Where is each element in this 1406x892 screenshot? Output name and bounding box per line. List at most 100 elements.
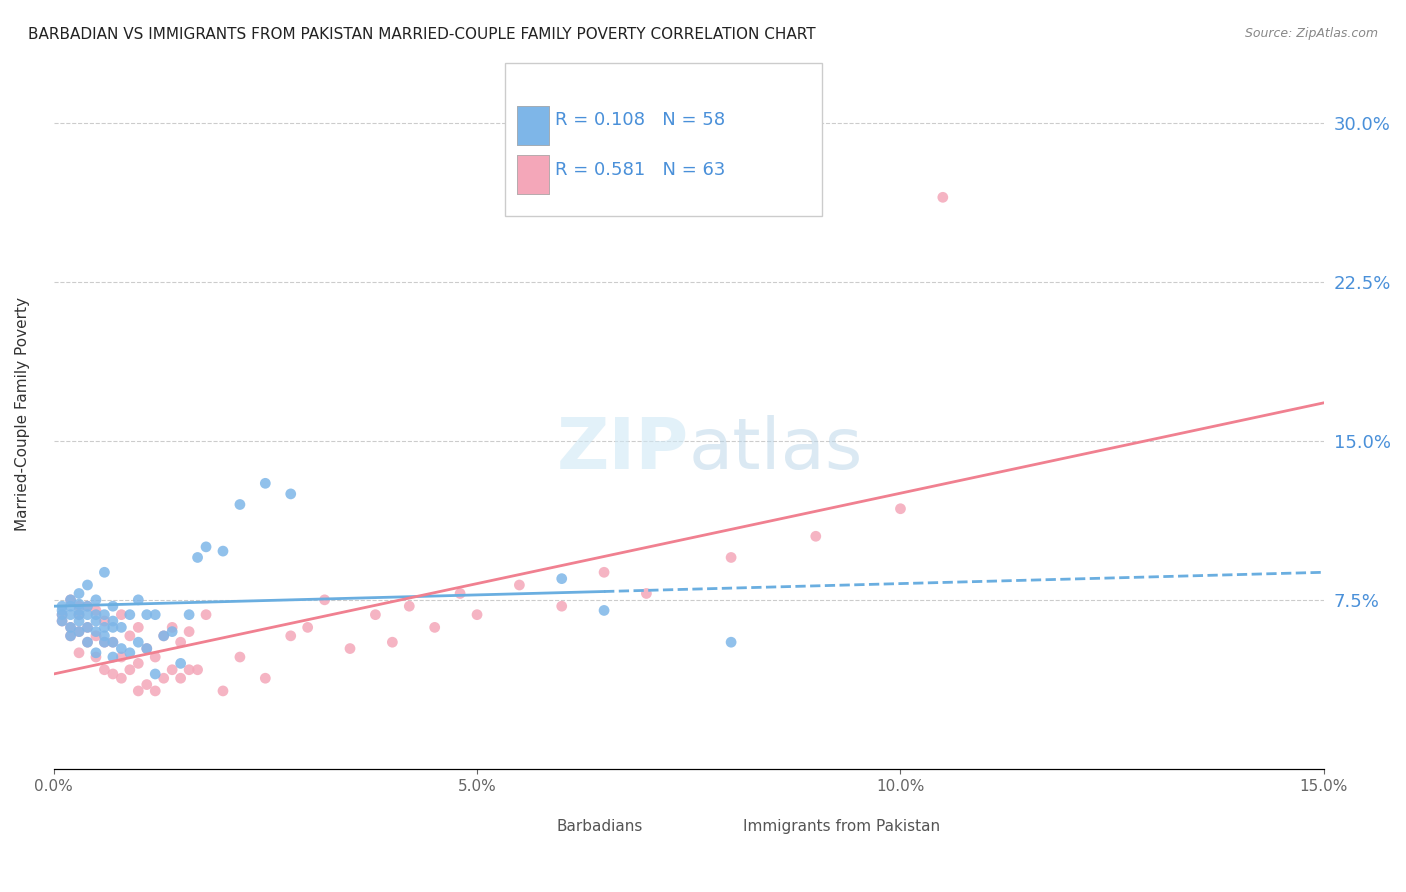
- Point: [932, 190, 955, 204]
- Point: [152, 671, 174, 685]
- Point: [84, 592, 107, 607]
- Point: [93, 566, 115, 580]
- Point: [720, 550, 742, 565]
- Text: Source: ZipAtlas.com: Source: ZipAtlas.com: [1244, 27, 1378, 40]
- Point: [229, 650, 252, 665]
- Point: [93, 635, 115, 649]
- Point: [110, 641, 132, 656]
- Point: [152, 629, 174, 643]
- Point: [76, 635, 98, 649]
- Point: [297, 620, 319, 634]
- Point: [76, 620, 98, 634]
- Point: [160, 663, 183, 677]
- Point: [76, 635, 98, 649]
- Point: [169, 671, 191, 685]
- Text: BARBADIAN VS IMMIGRANTS FROM PAKISTAN MARRIED-COUPLE FAMILY POVERTY CORRELATION : BARBADIAN VS IMMIGRANTS FROM PAKISTAN MA…: [28, 27, 815, 42]
- Point: [76, 578, 98, 592]
- Point: [143, 650, 166, 665]
- Y-axis label: Married-Couple Family Poverty: Married-Couple Family Poverty: [15, 297, 30, 532]
- Point: [67, 599, 90, 614]
- Text: atlas: atlas: [689, 416, 863, 484]
- Point: [67, 597, 90, 611]
- Point: [195, 540, 218, 554]
- Point: [67, 624, 90, 639]
- Point: [314, 592, 336, 607]
- Point: [127, 620, 149, 634]
- Point: [76, 620, 98, 634]
- Point: [135, 641, 157, 656]
- Point: [84, 629, 107, 643]
- Point: [187, 663, 209, 677]
- Point: [59, 620, 82, 634]
- FancyBboxPatch shape: [517, 155, 548, 194]
- Point: [212, 684, 235, 698]
- Point: [67, 607, 90, 622]
- Point: [67, 586, 90, 600]
- Point: [187, 550, 209, 565]
- Point: [93, 663, 115, 677]
- Text: Immigrants from Pakistan: Immigrants from Pakistan: [742, 819, 939, 834]
- Point: [59, 599, 82, 614]
- Text: R = 0.108   N = 58: R = 0.108 N = 58: [555, 111, 725, 129]
- Point: [449, 586, 471, 600]
- Point: [101, 667, 124, 681]
- Point: [169, 657, 191, 671]
- Point: [254, 476, 277, 491]
- Point: [127, 635, 149, 649]
- Point: [127, 684, 149, 698]
- Point: [110, 607, 132, 622]
- Point: [84, 624, 107, 639]
- Point: [280, 629, 302, 643]
- Point: [381, 635, 404, 649]
- FancyBboxPatch shape: [505, 63, 823, 216]
- Point: [93, 614, 115, 628]
- FancyBboxPatch shape: [517, 106, 548, 145]
- Point: [179, 624, 201, 639]
- Point: [101, 620, 124, 634]
- Text: ZIP: ZIP: [557, 416, 689, 484]
- Point: [84, 614, 107, 628]
- Text: R = 0.581   N = 63: R = 0.581 N = 63: [555, 161, 725, 178]
- Point: [169, 635, 191, 649]
- Point: [179, 663, 201, 677]
- Point: [51, 603, 73, 617]
- Point: [127, 592, 149, 607]
- Point: [143, 667, 166, 681]
- Point: [118, 607, 141, 622]
- Point: [93, 607, 115, 622]
- Point: [51, 607, 73, 622]
- Point: [280, 487, 302, 501]
- Point: [254, 671, 277, 685]
- Point: [67, 646, 90, 660]
- Point: [551, 599, 574, 614]
- Point: [51, 614, 73, 628]
- Point: [110, 620, 132, 634]
- Point: [889, 501, 911, 516]
- Point: [101, 650, 124, 665]
- Point: [51, 607, 73, 622]
- Point: [135, 607, 157, 622]
- Point: [398, 599, 420, 614]
- Point: [152, 629, 174, 643]
- Point: [593, 566, 616, 580]
- Text: Barbadians: Barbadians: [557, 819, 643, 834]
- Point: [93, 629, 115, 643]
- Point: [118, 646, 141, 660]
- Point: [593, 603, 616, 617]
- Point: [59, 592, 82, 607]
- Point: [84, 607, 107, 622]
- Point: [59, 629, 82, 643]
- Point: [59, 592, 82, 607]
- Point: [212, 544, 235, 558]
- Point: [465, 607, 488, 622]
- Point: [67, 603, 90, 617]
- Point: [101, 599, 124, 614]
- Point: [720, 635, 742, 649]
- Point: [127, 657, 149, 671]
- Point: [508, 578, 530, 592]
- Point: [195, 607, 218, 622]
- Point: [135, 641, 157, 656]
- Point: [76, 599, 98, 614]
- Point: [160, 620, 183, 634]
- Point: [143, 684, 166, 698]
